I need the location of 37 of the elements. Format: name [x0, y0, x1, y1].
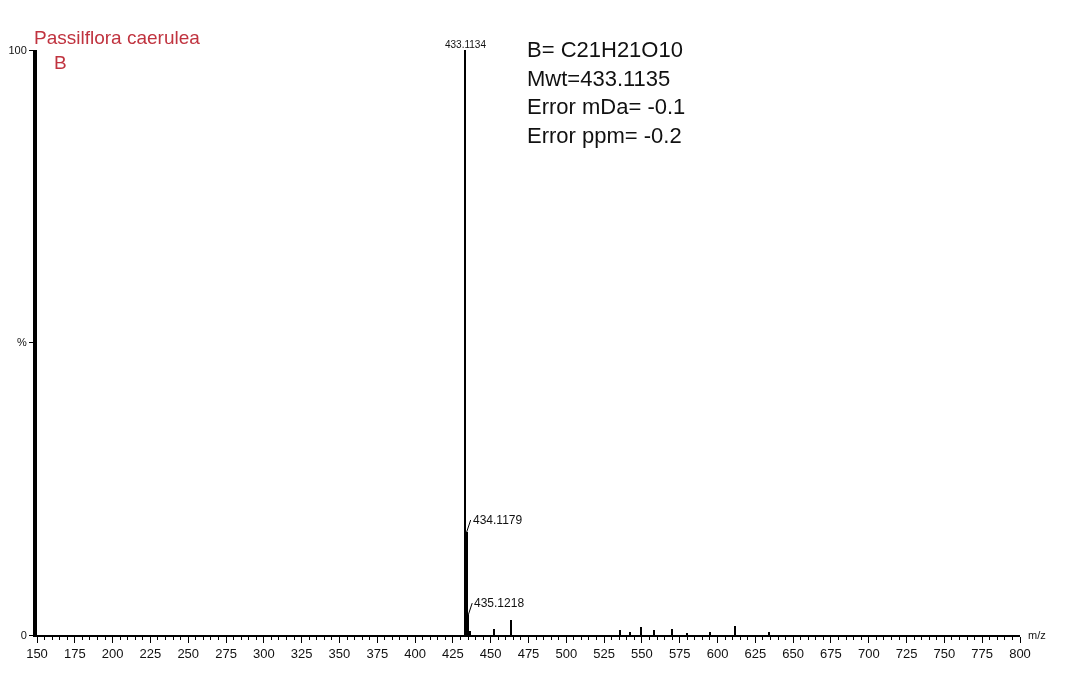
x-tick-label: 725	[895, 646, 918, 662]
x-tick-label: 525	[593, 646, 615, 662]
annotation: 434.1179	[473, 513, 523, 527]
x-tick-label: 625	[744, 646, 767, 662]
annotation: B= C21H21O10 Mwt=433.1135 Error mDa= -0.1 Error ppm= -0.2	[527, 37, 686, 148]
x-tick-label: 275	[215, 646, 237, 662]
x-tick-label: 225	[139, 646, 162, 662]
x-tick-label: 675	[820, 646, 842, 662]
x-tick-label: 700	[857, 646, 880, 662]
x-tick-label: 550	[631, 646, 653, 662]
x-tick-label: 150	[26, 646, 48, 662]
x-tick-label: 500	[555, 646, 578, 662]
x-tick-label: 800	[1009, 646, 1031, 662]
x-tick-label: 450	[479, 646, 502, 662]
x-tick-label: 775	[971, 646, 994, 662]
y-tick-label: %	[17, 336, 28, 349]
x-tick-label: 200	[101, 646, 124, 662]
x-tick-label: 175	[63, 646, 86, 662]
x-tick-label: 350	[328, 646, 351, 662]
x-tick-label: 375	[366, 646, 389, 662]
x-tick-label: 650	[782, 646, 804, 662]
y-tick-label: 0	[20, 628, 27, 641]
x-tick-label: 250	[177, 646, 200, 662]
chart-title: Passilflora caerulea	[34, 26, 201, 48]
x-tick-label: 575	[668, 646, 691, 662]
annotation: 433.1134	[445, 39, 487, 50]
x-tick-label: 325	[290, 646, 313, 662]
x-tick-label: 300	[253, 646, 275, 662]
x-tick-label: 600	[706, 646, 729, 662]
annotation: 435.1218	[474, 596, 525, 610]
x-tick-label: 750	[933, 646, 956, 662]
chart-subtitle: B	[54, 52, 67, 73]
x-tick-label: 400	[404, 646, 426, 662]
x-tick-label: 425	[442, 646, 464, 662]
y-tick-label: 100	[8, 43, 27, 56]
x-tick-label: 475	[517, 646, 540, 662]
x-axis-title: m/z	[1028, 629, 1046, 641]
